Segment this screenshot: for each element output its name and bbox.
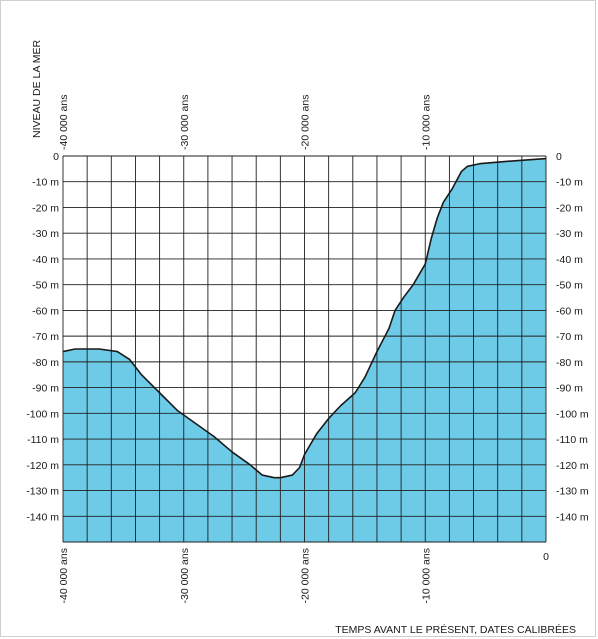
- y-tick-label-left: -90 m: [32, 383, 59, 395]
- y-tick-label-right: -130 m: [556, 486, 589, 498]
- y-tick-label-right: -90 m: [556, 383, 583, 395]
- x-axis-title: TEMPS AVANT LE PRÉSENT, DATES CALIBRÉES: [335, 623, 576, 636]
- y-tick-label-right: -30 m: [556, 228, 583, 240]
- y-tick-label-right: -100 m: [556, 408, 589, 420]
- y-tick-label-left: -140 m: [26, 511, 59, 523]
- y-tick-label-right: -60 m: [556, 305, 583, 317]
- y-tick-label-right: -50 m: [556, 280, 583, 292]
- y-tick-label-left: -110 m: [27, 434, 59, 446]
- y-axis-title: NIVEAU DE LA MER: [31, 40, 43, 138]
- y-tick-label-right: -120 m: [556, 460, 589, 472]
- sea-level-curve: [62, 157, 547, 479]
- x-tick-label-bottom: -40 000 ans: [58, 548, 70, 603]
- y-tick-label-right: -110 m: [556, 434, 588, 446]
- y-tick-label-left: -80 m: [32, 357, 59, 369]
- y-tick-label-left: -50 m: [32, 280, 59, 292]
- y-tick-label-left: -10 m: [32, 177, 59, 189]
- x-tick-label-top: -20 000 ans: [300, 95, 312, 150]
- grid: [62, 155, 547, 543]
- y-tick-label-right: -10 m: [556, 177, 583, 189]
- x-tick-label-top: -40 000 ans: [58, 95, 70, 150]
- x-tick-label-top: -30 000 ans: [179, 95, 191, 150]
- y-tick-label-left: -30 m: [32, 228, 59, 240]
- y-tick-label-left: -130 m: [26, 486, 59, 498]
- y-tick-label-left: -100 m: [26, 408, 59, 420]
- y-tick-label-left: -120 m: [26, 460, 59, 472]
- y-tick-label-right: -70 m: [556, 331, 583, 343]
- y-tick-label-right: -20 m: [556, 202, 583, 214]
- x-tick-label-bottom: -30 000 ans: [179, 548, 191, 603]
- y-tick-label-right: -80 m: [556, 357, 583, 369]
- x-tick-label-top: -10 000 ans: [420, 95, 432, 150]
- y-tick-label-right: -140 m: [556, 511, 589, 523]
- y-tick-label-right: 0: [556, 151, 562, 163]
- y-tick-label-left: -60 m: [32, 305, 59, 317]
- y-tick-label-right: -40 m: [556, 254, 583, 266]
- y-tick-label-left: 0: [53, 151, 59, 163]
- y-tick-label-left: -20 m: [32, 202, 59, 214]
- x-tick-label-bottom: -20 000 ans: [300, 548, 312, 603]
- x-tick-label-bottom: 0: [543, 551, 549, 563]
- y-tick-label-left: -70 m: [32, 331, 59, 343]
- x-tick-label-bottom: -10 000 ans: [420, 548, 432, 603]
- y-tick-label-left: -40 m: [32, 254, 59, 266]
